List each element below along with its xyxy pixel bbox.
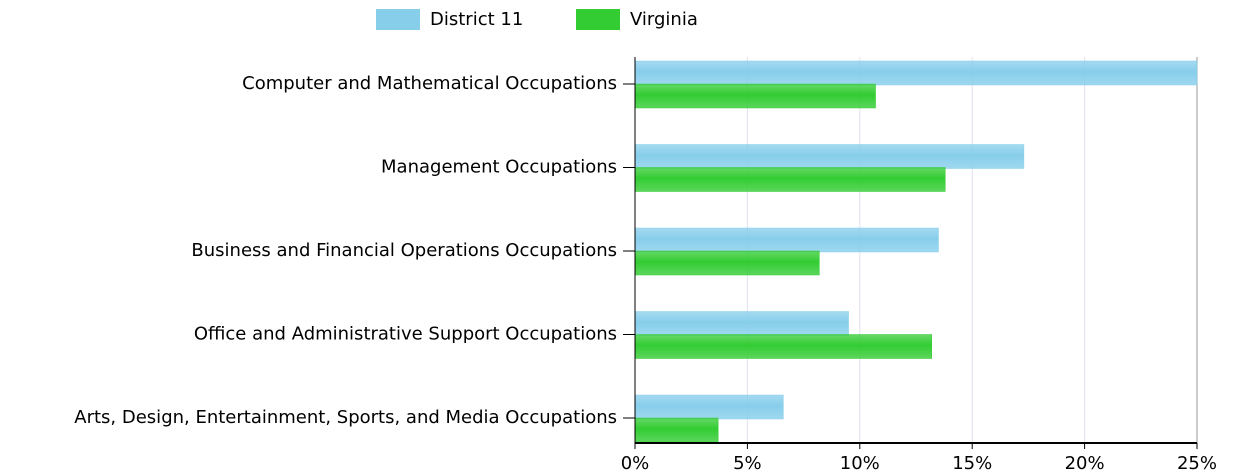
bar: [634, 227, 939, 253]
bar: [634, 250, 820, 276]
y-tick-label: Arts, Design, Entertainment, Sports, and…: [74, 407, 617, 428]
x-tick-label: 5%: [733, 453, 762, 474]
bar: [634, 311, 849, 336]
legend-label: Virginia: [630, 9, 698, 30]
bar: [634, 83, 876, 109]
legend-label: District 11: [430, 9, 523, 30]
x-tick-label: 10%: [840, 453, 880, 474]
bar: [634, 167, 946, 192]
legend-swatch: [576, 9, 620, 30]
y-tick-label: Computer and Mathematical Occupations: [242, 73, 617, 94]
bar: [634, 144, 1025, 169]
x-tick-label: 25%: [1177, 453, 1217, 474]
y-tick-label: Business and Financial Operations Occupa…: [191, 240, 617, 261]
bar: [634, 417, 719, 443]
y-tick-label: Office and Administrative Support Occupa…: [194, 324, 617, 345]
bar: [634, 60, 1198, 86]
x-tick-label: 0%: [621, 453, 650, 474]
x-tick-label: 15%: [952, 453, 992, 474]
y-tick-label: Management Occupations: [381, 157, 617, 178]
bar: [634, 394, 784, 420]
x-tick-label: 20%: [1065, 453, 1105, 474]
legend-swatch: [376, 9, 420, 30]
bar: [634, 334, 932, 359]
